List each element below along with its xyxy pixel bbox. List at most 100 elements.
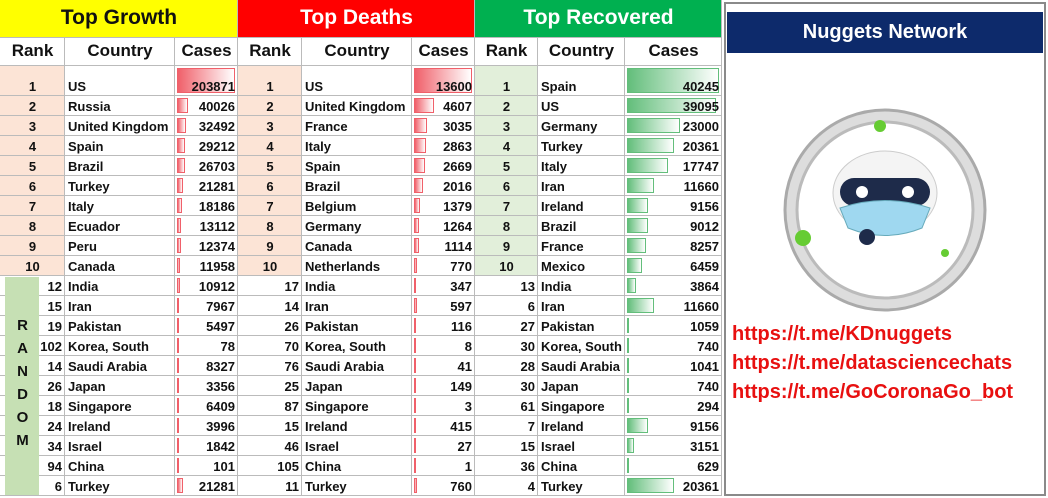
cases-cell: 11660 xyxy=(625,296,722,316)
country-cell: Canada xyxy=(65,256,175,276)
cases-cell: 4607 xyxy=(412,96,475,116)
case-bar xyxy=(627,218,648,233)
rank-cell: 28 xyxy=(475,356,538,376)
country-cell: Pakistan xyxy=(302,316,412,336)
cases-cell: 3151 xyxy=(625,436,722,456)
rank-cell: 9 xyxy=(238,236,302,256)
case-bar xyxy=(177,318,179,333)
country-cell: Singapore xyxy=(302,396,412,416)
rank-cell: 30 xyxy=(475,336,538,356)
country-cell: China xyxy=(302,456,412,476)
cases-cell: 2016 xyxy=(412,176,475,196)
rank-cell: 1 xyxy=(475,66,538,96)
rank-cell: 46 xyxy=(238,436,302,456)
case-bar xyxy=(177,298,180,313)
country-cell: Saudi Arabia xyxy=(538,356,625,376)
cases-cell: 20361 xyxy=(625,476,722,496)
cases-cell: 597 xyxy=(412,296,475,316)
cases-cell: 9156 xyxy=(625,196,722,216)
cases-cell: 12374 xyxy=(175,236,238,256)
rank-cell: 3 xyxy=(0,116,65,136)
rank-cell: 9 xyxy=(475,236,538,256)
cases-cell: 770 xyxy=(412,256,475,276)
case-bar xyxy=(627,398,629,413)
cases-cell: 18186 xyxy=(175,196,238,216)
cases-cell: 13112 xyxy=(175,216,238,236)
cases-cell: 21281 xyxy=(175,476,238,496)
country-cell: India xyxy=(302,276,412,296)
cases-cell: 5497 xyxy=(175,316,238,336)
cases-cell: 629 xyxy=(625,456,722,476)
country-cell: Iran xyxy=(302,296,412,316)
country-cell: United Kingdom xyxy=(302,96,412,116)
cases-cell: 6409 xyxy=(175,396,238,416)
case-bar xyxy=(627,358,630,373)
country-cell: US xyxy=(65,66,175,96)
rank-cell: 4 xyxy=(475,476,538,496)
case-bar xyxy=(177,98,189,113)
case-bar xyxy=(177,418,179,433)
country-cell: Japan xyxy=(302,376,412,396)
cases-cell: 760 xyxy=(412,476,475,496)
cases-cell: 8327 xyxy=(175,356,238,376)
cases-cell: 2669 xyxy=(412,156,475,176)
country-cell: Korea, South xyxy=(538,336,625,356)
case-bar xyxy=(177,158,185,173)
country-cell: Brazil xyxy=(302,176,412,196)
country-cell: Turkey xyxy=(538,476,625,496)
cases-cell: 17747 xyxy=(625,156,722,176)
rank-cell: 87 xyxy=(238,396,302,416)
cases-cell: 1 xyxy=(412,456,475,476)
case-bar xyxy=(414,278,416,293)
link: https://t.me/GoCoronaGo_bot xyxy=(732,381,1014,403)
rank-cell: 2 xyxy=(475,96,538,116)
country-cell: Saudi Arabia xyxy=(302,356,412,376)
cases-cell: 8 xyxy=(412,336,475,356)
country-cell: Belgium xyxy=(302,196,412,216)
case-bar xyxy=(414,258,418,273)
rank-cell: 2 xyxy=(0,96,65,116)
cases-cell: 1264 xyxy=(412,216,475,236)
rank-cell: 8 xyxy=(0,216,65,236)
rank-cell: 6 xyxy=(238,176,302,196)
cases-cell: 41 xyxy=(412,356,475,376)
link: https://t.me/KDnuggets xyxy=(732,323,952,345)
cases-cell: 3864 xyxy=(625,276,722,296)
cases-cell: 40245 xyxy=(625,66,722,96)
rank-cell: 1 xyxy=(238,66,302,96)
country-cell: Ireland xyxy=(65,416,175,436)
cases-cell: 13600 xyxy=(412,66,475,96)
case-bar xyxy=(627,258,642,273)
case-bar xyxy=(627,238,646,253)
case-bar xyxy=(414,478,418,493)
country-cell: Ireland xyxy=(302,416,412,436)
country-cell: Spain xyxy=(538,66,625,96)
column-header: Cases xyxy=(175,38,238,66)
rank-cell: 61 xyxy=(475,396,538,416)
panel xyxy=(724,2,1046,496)
case-bar xyxy=(414,98,434,113)
cases-cell: 116 xyxy=(412,316,475,336)
section-title: Top Growth xyxy=(0,0,238,38)
rank-cell: 9 xyxy=(0,236,65,256)
rank-cell: 7 xyxy=(475,196,538,216)
country-cell: Brazil xyxy=(538,216,625,236)
country-cell: Germany xyxy=(302,216,412,236)
case-bar xyxy=(177,338,179,353)
cases-cell: 149 xyxy=(412,376,475,396)
case-bar xyxy=(177,458,179,473)
country-cell: Italy xyxy=(538,156,625,176)
case-bar xyxy=(627,278,636,293)
case-bar xyxy=(414,298,417,313)
case-bar xyxy=(627,68,719,93)
rank-cell: 4 xyxy=(475,136,538,156)
country-cell: Singapore xyxy=(65,396,175,416)
country-cell: France xyxy=(302,116,412,136)
rank-cell: 6 xyxy=(475,296,538,316)
cases-cell: 11958 xyxy=(175,256,238,276)
case-bar xyxy=(177,478,184,493)
case-bar xyxy=(414,138,427,153)
rank-cell: 15 xyxy=(238,416,302,436)
cases-cell: 2863 xyxy=(412,136,475,156)
